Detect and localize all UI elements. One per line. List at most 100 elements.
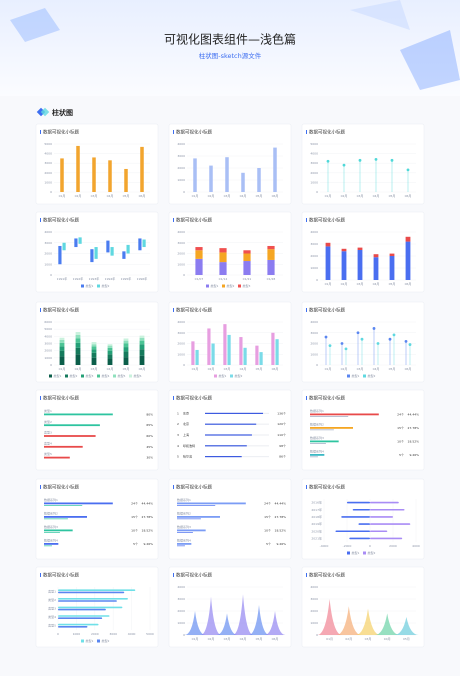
dot [342,163,346,167]
value-label: 9.26% [409,453,419,457]
dot [360,337,364,341]
share-bar [177,545,185,547]
card-accent [306,396,307,400]
x-tick-label: 02月 [75,194,82,198]
bar [273,147,277,192]
y-tick-label: 2017年 [311,507,322,512]
bar-segment [123,343,129,348]
y-tick-label: 类型5 [48,623,56,628]
y-tick-label: 0 [183,273,185,277]
x-tick-label: 1992年 [73,276,84,281]
bar [177,502,246,505]
bar [58,608,106,611]
share-bar [44,518,68,520]
value-label: 5个 [133,542,138,546]
x-tick-label: 05月 [389,194,396,198]
peak [184,611,206,635]
card-accent [306,130,307,134]
row-label: 类型4 [44,440,52,445]
y-tick-label: 5000 [44,142,52,146]
x-tick-label: 02月 [208,637,215,641]
x-tick-label: 03月 [91,367,98,371]
y-tick-label: 2000 [44,171,52,175]
row-label: 数据系列3 [310,435,324,440]
y-tick-label: 2019年 [311,521,322,526]
legend-swatch [97,374,100,378]
bar [310,413,379,416]
x-tick-label: 06月 [272,637,279,641]
bar [275,339,279,365]
value-label: 120个 [277,422,286,426]
dot [356,331,360,335]
bar [241,172,245,192]
card-accent [40,130,41,134]
value-label: 5个 [399,453,404,457]
row-label: 呼和浩特 [183,443,195,448]
dot [376,342,380,345]
card-accent [173,485,174,489]
range-bar [142,239,146,248]
card-accent [306,485,307,489]
legend-label: 类型2 [368,373,376,378]
bar-segment [195,250,203,259]
bar-segment [123,338,129,341]
row-label: 上海 [183,432,189,437]
bar-segment [107,344,113,346]
rank: 1 [177,411,179,415]
x-tick-label: 04月 [373,282,380,286]
x-tick-label: 1993年 [89,276,100,281]
value-label: 15个 [264,515,271,519]
y-tick-label: 4000 [44,334,52,338]
card-title: 数据可视化小标题 [309,307,345,314]
bar [341,516,370,518]
bar [44,456,70,459]
legend-label: 类型2 [227,283,235,288]
y-tick-label: 2021年 [311,535,322,540]
row-label: 类型5 [44,451,52,456]
row-label: 北京 [183,421,189,426]
y-tick-label: 4000 [177,142,185,146]
value-label: 24个 [131,501,138,505]
x-tick-label: 01月 [325,367,332,371]
value-label: 44.44% [142,501,154,505]
x-tick-label: 1000 [73,632,81,636]
x-tick-label: 04月 [240,194,247,198]
bar [44,529,73,532]
value-label: 18.52% [275,528,287,532]
bar [58,623,99,626]
value-label: 45% [146,445,153,449]
range-bar [94,247,98,259]
bar [370,501,399,504]
x-tick-label: -2000 [343,544,352,548]
y-tick-label: 3000 [310,331,318,335]
legend-label: 类型5 [118,373,126,378]
x-tick-label: 06月 [272,194,279,198]
dot [390,158,394,162]
card-title: 数据可视化小标题 [309,572,345,579]
y-tick-label: 类型1 [48,588,56,593]
dot [344,347,348,351]
x-tick-label: 4000 [128,632,136,636]
deco [400,30,460,90]
bar-segment [123,351,129,358]
bar-segment [267,259,275,275]
dot [406,168,410,172]
bar-segment [75,332,81,335]
bar-segment [75,347,81,355]
value-label: 18.52% [408,439,420,443]
bar-segment [357,247,363,250]
card-title: 数据可视化小标题 [43,307,79,314]
value-label: 110个 [277,433,286,437]
bar [259,352,263,365]
y-tick-label: 5000 [310,142,318,146]
x-tick-label: 01月 [59,367,66,371]
y-tick-label: 4000 [310,230,318,234]
bar [370,530,388,533]
row-label: 数据系列1 [177,497,191,502]
legend-swatch [97,284,100,288]
y-tick-label: 类型3 [48,606,56,611]
bar-segment [59,337,65,340]
value-label: 80% [146,412,153,416]
value-label: 10个 [397,439,404,443]
legend-label: 类型3 [243,283,251,288]
